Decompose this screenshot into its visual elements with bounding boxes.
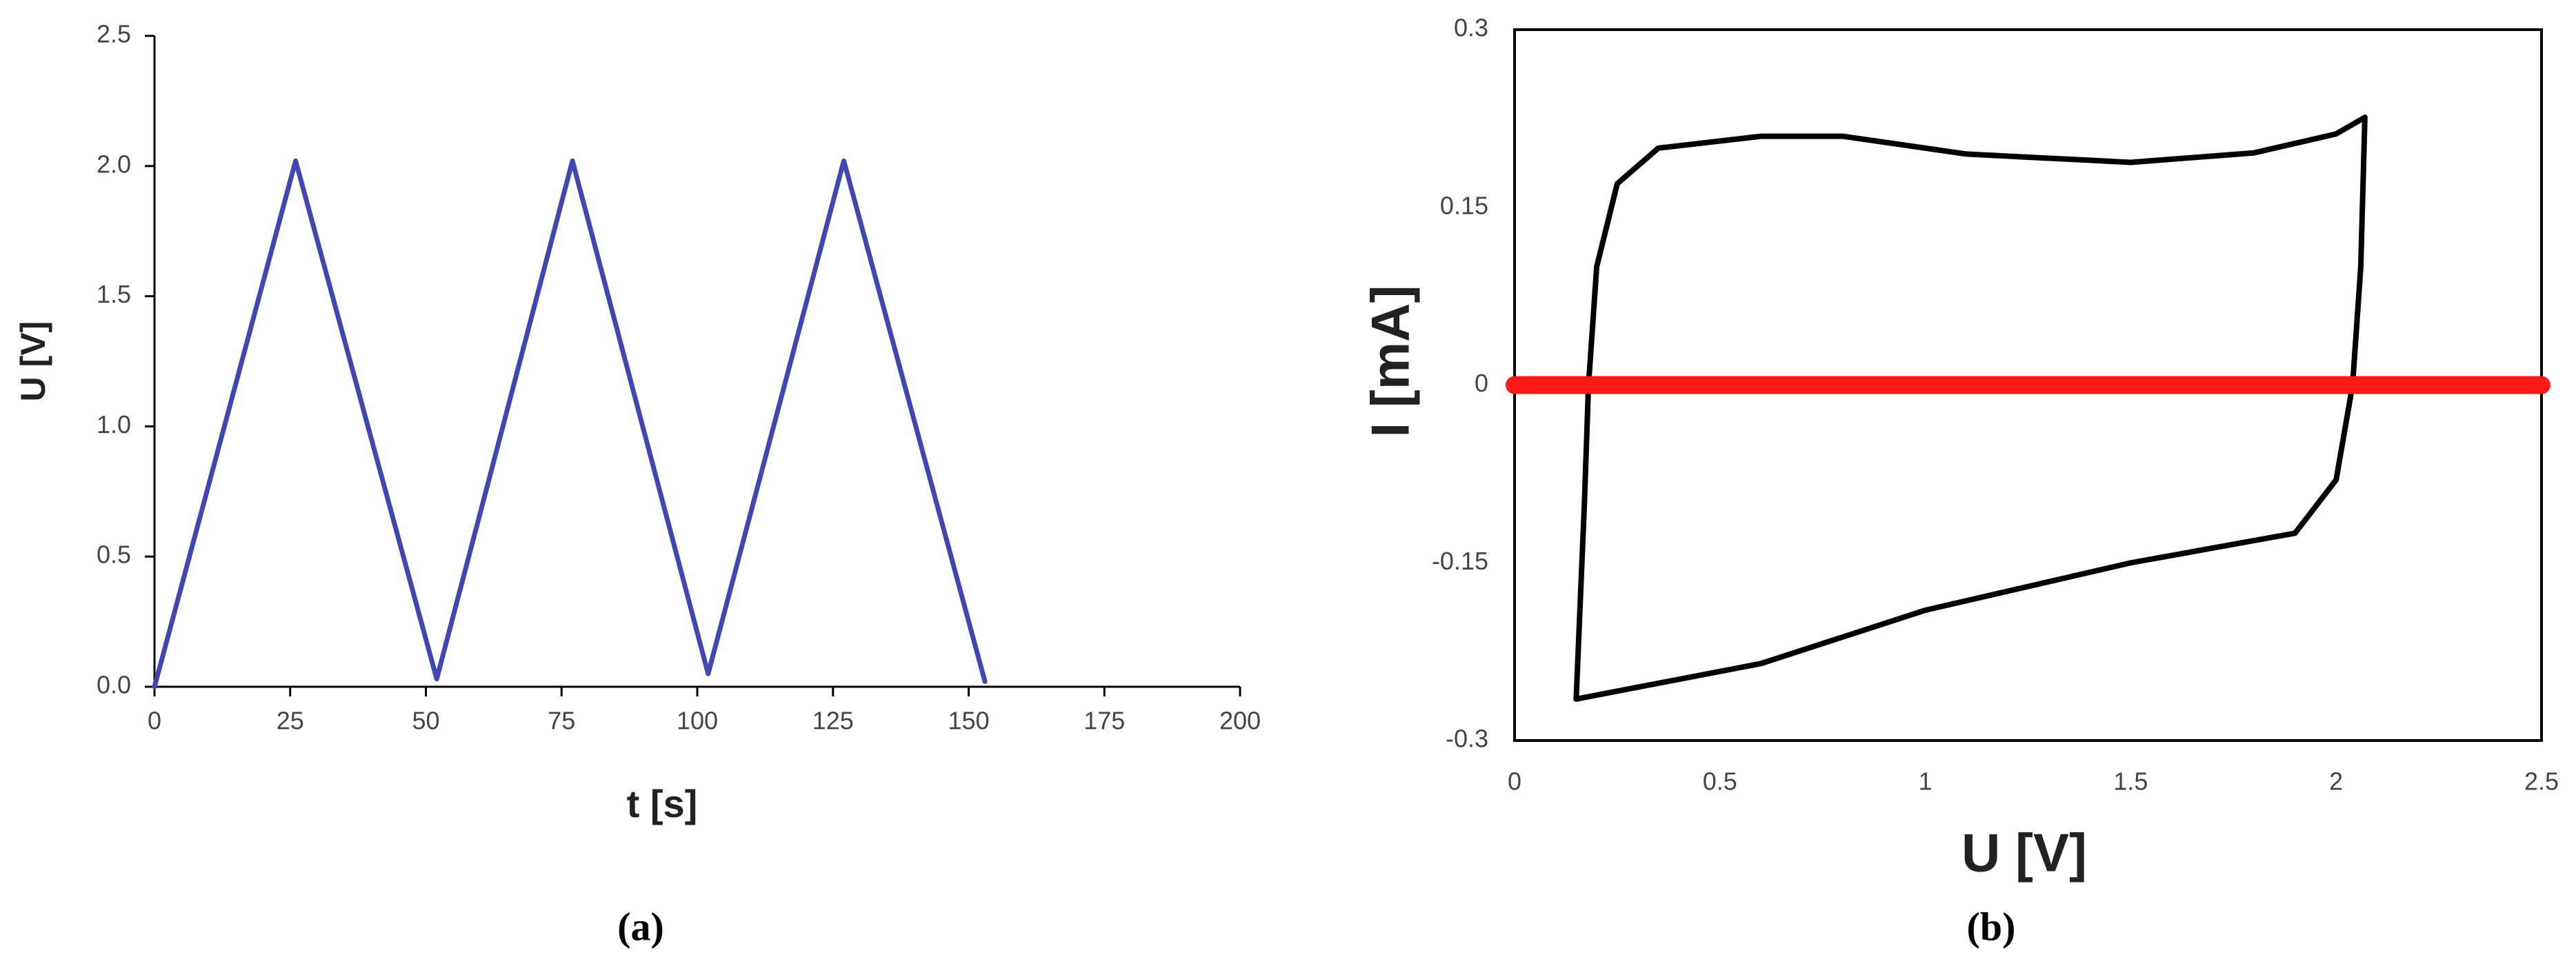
x-tick-label: 125 bbox=[812, 707, 854, 735]
y-tick-label: 1.0 bbox=[97, 410, 131, 439]
x-tick-label: 100 bbox=[677, 707, 718, 735]
x-tick-label: 75 bbox=[548, 707, 575, 735]
data-line bbox=[1573, 114, 2368, 702]
y-tick-label: 2.5 bbox=[97, 20, 131, 48]
y-tick-label: 0 bbox=[1475, 369, 1488, 397]
y-axis-title: I [mA] bbox=[1360, 285, 1421, 438]
caption: (b) bbox=[1967, 904, 2016, 949]
x-tick-label: 25 bbox=[277, 707, 304, 735]
x-axis-title: t [s] bbox=[627, 782, 698, 825]
x-tick-label: 0.5 bbox=[1703, 767, 1737, 796]
caption: (a) bbox=[617, 904, 664, 949]
x-tick-label: 1 bbox=[1919, 767, 1933, 796]
y-tick-label: 1.5 bbox=[97, 280, 131, 308]
x-tick-label: 2.5 bbox=[2524, 767, 2559, 796]
y-tick-label: 0.5 bbox=[97, 541, 131, 569]
y-tick-label: -0.3 bbox=[1446, 725, 1488, 753]
x-tick-label: 50 bbox=[412, 707, 439, 735]
data-line bbox=[152, 158, 988, 690]
x-tick-label: 200 bbox=[1219, 707, 1261, 735]
y-tick-label: -0.15 bbox=[1432, 547, 1488, 575]
x-tick-label: 150 bbox=[948, 707, 989, 735]
y-axis-title: U [V] bbox=[14, 321, 52, 402]
x-tick-label: 1.5 bbox=[2113, 767, 2148, 796]
y-tick-label: 0.3 bbox=[1454, 14, 1488, 42]
x-tick-label: 175 bbox=[1084, 707, 1125, 735]
x-tick-label: 2 bbox=[2329, 767, 2343, 796]
x-tick-label: 0 bbox=[148, 707, 161, 735]
x-axis-title: U [V] bbox=[1961, 823, 2087, 883]
y-tick-label: 0.0 bbox=[97, 671, 131, 699]
y-tick-label: 2.0 bbox=[97, 150, 131, 178]
x-tick-label: 0 bbox=[1508, 767, 1521, 796]
y-tick-label: 0.15 bbox=[1440, 191, 1488, 219]
